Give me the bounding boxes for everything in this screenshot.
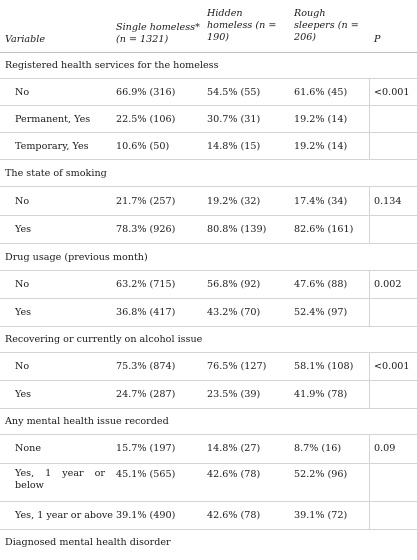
hidden-value: 23.5% (39) [207,389,261,400]
rough-value: 8.7% (16) [294,443,342,454]
table-row: Yes 24.7% (287) 23.5% (39) 41.9% (78) [0,381,417,409]
p-column-divider [369,353,370,409]
single-value: 21.7% (257) [116,196,176,207]
p-column-divider [369,271,370,327]
hidden-value: 19.2% (32) [207,196,261,207]
section-row: Diagnosed mental health disorder [0,530,417,556]
row-label: No [15,361,30,372]
column-header-p: P [374,34,381,45]
single-value: 15.7% (197) [116,443,176,454]
column-header-rough-line1: Rough [294,8,326,19]
p-value: 0.002 [374,279,402,290]
hidden-value: 56.8% (92) [207,279,261,290]
single-value: 66.9% (316) [116,87,176,98]
table-row: No 66.9% (316) 54.5% (55) 61.6% (45) <0.… [0,79,417,106]
hidden-value: 43.2% (70) [207,307,261,318]
p-column-divider [369,79,370,160]
column-header-hidden-line1: Hidden [207,8,243,19]
p-value: <0.001 [374,87,410,98]
section-row: Any mental health issue recorded [0,409,417,435]
rough-value: 19.2% (14) [294,114,348,125]
rough-value: 52.2% (96) [294,469,348,480]
section-title: Diagnosed mental health disorder [5,537,171,548]
single-value: 45.1% (565) [116,469,176,480]
section-row: Drug usage (previous month) [0,244,417,271]
p-column-divider [369,187,370,244]
table-row: Yes 78.3% (926) 80.8% (139) 82.6% (161) [0,216,417,244]
rough-value: 17.4% (34) [294,196,348,207]
table-row: Temporary, Yes 10.6% (50) 14.8% (15) 19.… [0,133,417,160]
single-value: 39.1% (490) [116,510,176,521]
table-row: No 75.3% (874) 76.5% (127) 58.1% (108) <… [0,353,417,381]
single-value: 63.2% (715) [116,279,176,290]
single-value: 10.6% (50) [116,141,170,152]
section-title: Recovering or currently on alcohol issue [5,334,203,345]
rough-value: 47.6% (88) [294,279,348,290]
row-label: Yes [15,224,32,235]
section-row: The state of smoking [0,160,417,187]
section-title: The state of smoking [5,168,107,179]
column-header-rough-line3: 206) [294,32,317,43]
p-value: <0.001 [374,361,410,372]
section-row: Registered health services for the homel… [0,53,417,79]
single-value: 78.3% (926) [116,224,176,235]
rough-value: 41.9% (78) [294,389,348,400]
section-row: Recovering or currently on alcohol issue [0,327,417,353]
hidden-value: 42.6% (78) [207,469,261,480]
row-label: No [15,279,30,290]
row-label: No [15,196,30,207]
table-row: Yes, 1 year or above 39.1% (490) 42.6% (… [0,502,417,530]
table-row: Yes, 1 year or below 45.1% (565) 42.6% (… [0,464,417,502]
row-label: No [15,87,30,98]
hidden-value: 42.6% (78) [207,510,261,521]
single-value: 22.5% (106) [116,114,176,125]
p-column-divider [369,435,370,530]
row-label: Yes, 1 year or below [15,468,105,491]
table-header: Variable Single homeless* (n = 1321) Hid… [0,0,417,53]
column-header-single-line1: Single homeless* [116,22,200,33]
column-header-variable: Variable [5,34,46,45]
row-label: Yes [15,389,32,400]
hidden-value: 80.8% (139) [207,224,267,235]
table-row: None 15.7% (197) 14.8% (27) 8.7% (16) 0.… [0,435,417,464]
row-label: Temporary, Yes [15,141,89,152]
table-row: No 21.7% (257) 19.2% (32) 17.4% (34) 0.1… [0,187,417,216]
column-header-hidden-line3: 190) [207,32,230,43]
row-label: Yes [15,307,32,318]
rough-value: 39.1% (72) [294,510,348,521]
single-value: 75.3% (874) [116,361,176,372]
rough-value: 58.1% (108) [294,361,354,372]
rough-value: 52.4% (97) [294,307,348,318]
rough-value: 61.6% (45) [294,87,348,98]
single-value: 24.7% (287) [116,389,176,400]
column-header-rough-line2: sleepers (n = [294,20,359,31]
hidden-value: 14.8% (15) [207,141,261,152]
hidden-value: 54.5% (55) [207,87,261,98]
single-value: 36.8% (417) [116,307,176,318]
row-label: Yes, 1 year or above [15,510,113,521]
hidden-value: 14.8% (27) [207,443,261,454]
column-header-hidden-line2: homeless (n = [207,20,277,31]
p-value: 0.09 [374,443,396,454]
column-header-single-line2: (n = 1321) [116,34,169,45]
section-title: Drug usage (previous month) [5,252,148,263]
hidden-value: 30.7% (31) [207,114,261,125]
section-title: Registered health services for the homel… [5,60,219,71]
table-row: Yes 36.8% (417) 43.2% (70) 52.4% (97) [0,299,417,327]
row-label: None [15,443,42,454]
hidden-value: 76.5% (127) [207,361,267,372]
p-value: 0.134 [374,196,402,207]
rough-value: 82.6% (161) [294,224,354,235]
table-row: No 63.2% (715) 56.8% (92) 47.6% (88) 0.0… [0,271,417,299]
table-row: Permanent, Yes 22.5% (106) 30.7% (31) 19… [0,106,417,133]
section-title: Any mental health issue recorded [5,416,169,427]
row-label: Permanent, Yes [15,114,91,125]
rough-value: 19.2% (14) [294,141,348,152]
